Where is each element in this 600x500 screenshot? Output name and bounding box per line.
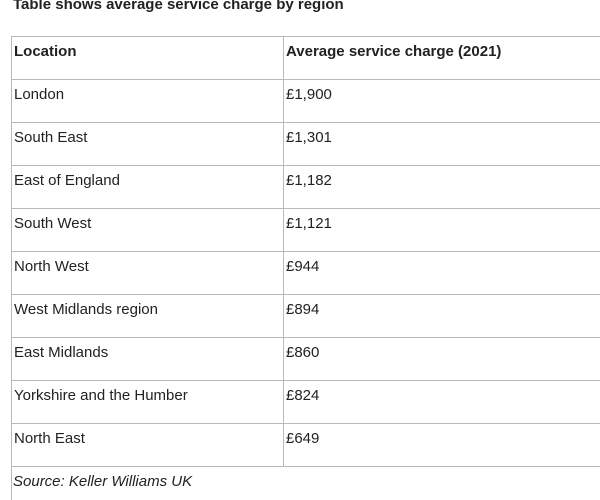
table-row: London £1,900 — [11, 79, 600, 123]
source-row-border — [11, 467, 12, 500]
service-charge-table: Location Average service charge (2021) L… — [11, 36, 600, 467]
column-header-location: Location — [11, 36, 284, 80]
service-charge-cell: £649 — [283, 423, 600, 467]
service-charge-cell: £944 — [283, 251, 600, 295]
service-charge-cell: £1,121 — [283, 208, 600, 252]
location-cell: London — [11, 79, 284, 123]
location-cell: East Midlands — [11, 337, 284, 381]
table-row: South West £1,121 — [11, 208, 600, 252]
location-cell: North West — [11, 251, 284, 295]
location-cell: Yorkshire and the Humber — [11, 380, 284, 424]
service-charge-cell: £894 — [283, 294, 600, 338]
table-row: East of England £1,182 — [11, 165, 600, 209]
table-row: West Midlands region £894 — [11, 294, 600, 338]
table-header-row: Location Average service charge (2021) — [11, 36, 600, 80]
service-charge-cell: £1,182 — [283, 165, 600, 209]
source-note: Source: Keller Williams UK — [13, 473, 193, 490]
location-cell: South East — [11, 122, 284, 166]
service-charge-cell: £1,900 — [283, 79, 600, 123]
service-charge-cell: £860 — [283, 337, 600, 381]
table-row: North East £649 — [11, 423, 600, 467]
table-row: East Midlands £860 — [11, 337, 600, 381]
table-caption: Table shows average service charge by re… — [13, 0, 344, 13]
service-charge-cell: £824 — [283, 380, 600, 424]
table-row: South East £1,301 — [11, 122, 600, 166]
location-cell: North East — [11, 423, 284, 467]
table-row: Yorkshire and the Humber £824 — [11, 380, 600, 424]
service-charge-cell: £1,301 — [283, 122, 600, 166]
column-header-average-service-charge: Average service charge (2021) — [283, 36, 600, 80]
location-cell: East of England — [11, 165, 284, 209]
table-row: North West £944 — [11, 251, 600, 295]
location-cell: West Midlands region — [11, 294, 284, 338]
location-cell: South West — [11, 208, 284, 252]
